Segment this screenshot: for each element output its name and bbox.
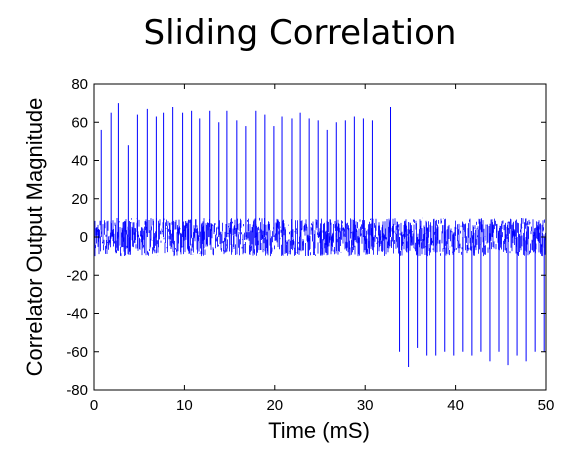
- y-tick-label: -80: [66, 382, 88, 399]
- x-axis-label: Time (mS): [268, 418, 370, 443]
- y-tick-label: 20: [71, 191, 88, 208]
- y-tick-label: 0: [80, 229, 88, 246]
- noise-band: [94, 217, 546, 257]
- y-tick-label: -60: [66, 344, 88, 361]
- y-tick-label: 60: [71, 114, 88, 131]
- x-tick-label: 10: [176, 397, 193, 414]
- y-axis-label: Correlator Output Magnitude: [22, 98, 47, 377]
- y-tick-label: 80: [71, 76, 88, 93]
- noise-trace: [94, 217, 546, 257]
- chart-title: Sliding Correlation: [144, 13, 457, 53]
- axis-ticks: 0 10 20 30 40 50 80 60 40 20 0 -20 -40 -60 -80: [66, 76, 554, 414]
- x-tick-label: 20: [266, 397, 283, 414]
- x-tick-label: 50: [538, 397, 555, 414]
- x-tick-label: 30: [357, 397, 374, 414]
- x-tick-label: 40: [447, 397, 464, 414]
- y-tick-label: 40: [71, 153, 88, 170]
- y-tick-label: -40: [66, 306, 88, 323]
- x-tick-label: 0: [90, 397, 98, 414]
- y-tick-label: -20: [66, 267, 88, 284]
- plot-frame: [93, 83, 547, 391]
- correlation-peaks: [100, 103, 545, 368]
